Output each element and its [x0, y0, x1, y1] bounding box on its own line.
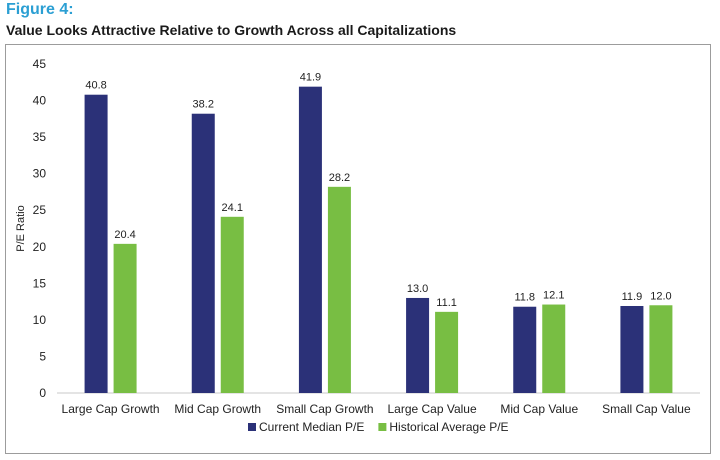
- bar-data-label: 41.9: [300, 72, 321, 84]
- legend-swatch: [378, 423, 387, 431]
- bar-current-median: [191, 113, 215, 394]
- x-category-label: Large Cap Value: [387, 402, 477, 416]
- chart-bars: [84, 86, 673, 394]
- y-tick-label: 15: [33, 276, 47, 290]
- bar-current-median: [84, 94, 108, 393]
- bar-data-label: 38.2: [193, 99, 214, 111]
- x-category-label: Mid Cap Value: [500, 402, 578, 416]
- x-category-label: Small Cap Growth: [276, 402, 373, 416]
- bar-data-label: 12.0: [650, 290, 671, 302]
- bar-data-label: 20.4: [114, 229, 135, 241]
- y-tick-label: 0: [39, 386, 46, 400]
- chart-legend: Current Median P/E Historical Average P/E: [248, 420, 509, 434]
- y-tick-label: 25: [33, 203, 47, 217]
- figure-label: Figure 4:: [6, 1, 74, 18]
- bar-historical-average: [113, 243, 137, 393]
- chart-axes: 0 5 10 15 20 25 30 35 40 45 P/E Ratio Large Cap Gro…: [15, 57, 700, 416]
- legend-swatch: [248, 423, 256, 431]
- bar-current-median: [406, 297, 430, 393]
- y-tick-label: 30: [33, 167, 47, 181]
- y-tick-label: 45: [33, 57, 47, 71]
- bar-data-label: 11.8: [514, 292, 535, 304]
- x-category-label: Large Cap Growth: [62, 402, 160, 416]
- y-axis-title: P/E Ratio: [15, 205, 27, 251]
- bar-current-median: [298, 86, 322, 394]
- bar-historical-average: [220, 216, 244, 393]
- y-tick-label: 20: [33, 240, 47, 254]
- x-category-label: Mid Cap Growth: [174, 402, 261, 416]
- bar-data-label: 11.9: [622, 291, 643, 303]
- bar-current-median: [620, 305, 644, 393]
- bar-historical-average: [327, 186, 351, 393]
- y-tick-label: 35: [33, 130, 47, 144]
- figure-title: Value Looks Attractive Relative to Growt…: [6, 22, 457, 38]
- legend-entry: Current Median P/E: [259, 420, 364, 434]
- chart-data-labels: 40.8 20.4 38.2 24.1 41.9 28.2 13.0 11.1 11.8 12.1…: [85, 72, 671, 309]
- bar-data-label: 40.8: [85, 80, 106, 92]
- bar-data-label: 12.1: [543, 290, 564, 302]
- bar-data-label: 28.2: [329, 172, 350, 184]
- bar-historical-average: [542, 304, 566, 393]
- bar-current-median: [513, 306, 537, 393]
- bar-data-label: 13.0: [407, 283, 428, 295]
- bar-data-label: 24.1: [222, 202, 243, 214]
- y-tick-label: 10: [33, 313, 47, 327]
- y-tick-label: 5: [39, 349, 46, 363]
- x-category-label: Small Cap Value: [602, 402, 691, 416]
- bar-historical-average: [435, 311, 459, 393]
- y-tick-label: 40: [33, 94, 47, 108]
- legend-entry: Historical Average P/E: [389, 420, 508, 434]
- bar-historical-average: [649, 305, 673, 393]
- bar-data-label: 11.1: [436, 297, 457, 309]
